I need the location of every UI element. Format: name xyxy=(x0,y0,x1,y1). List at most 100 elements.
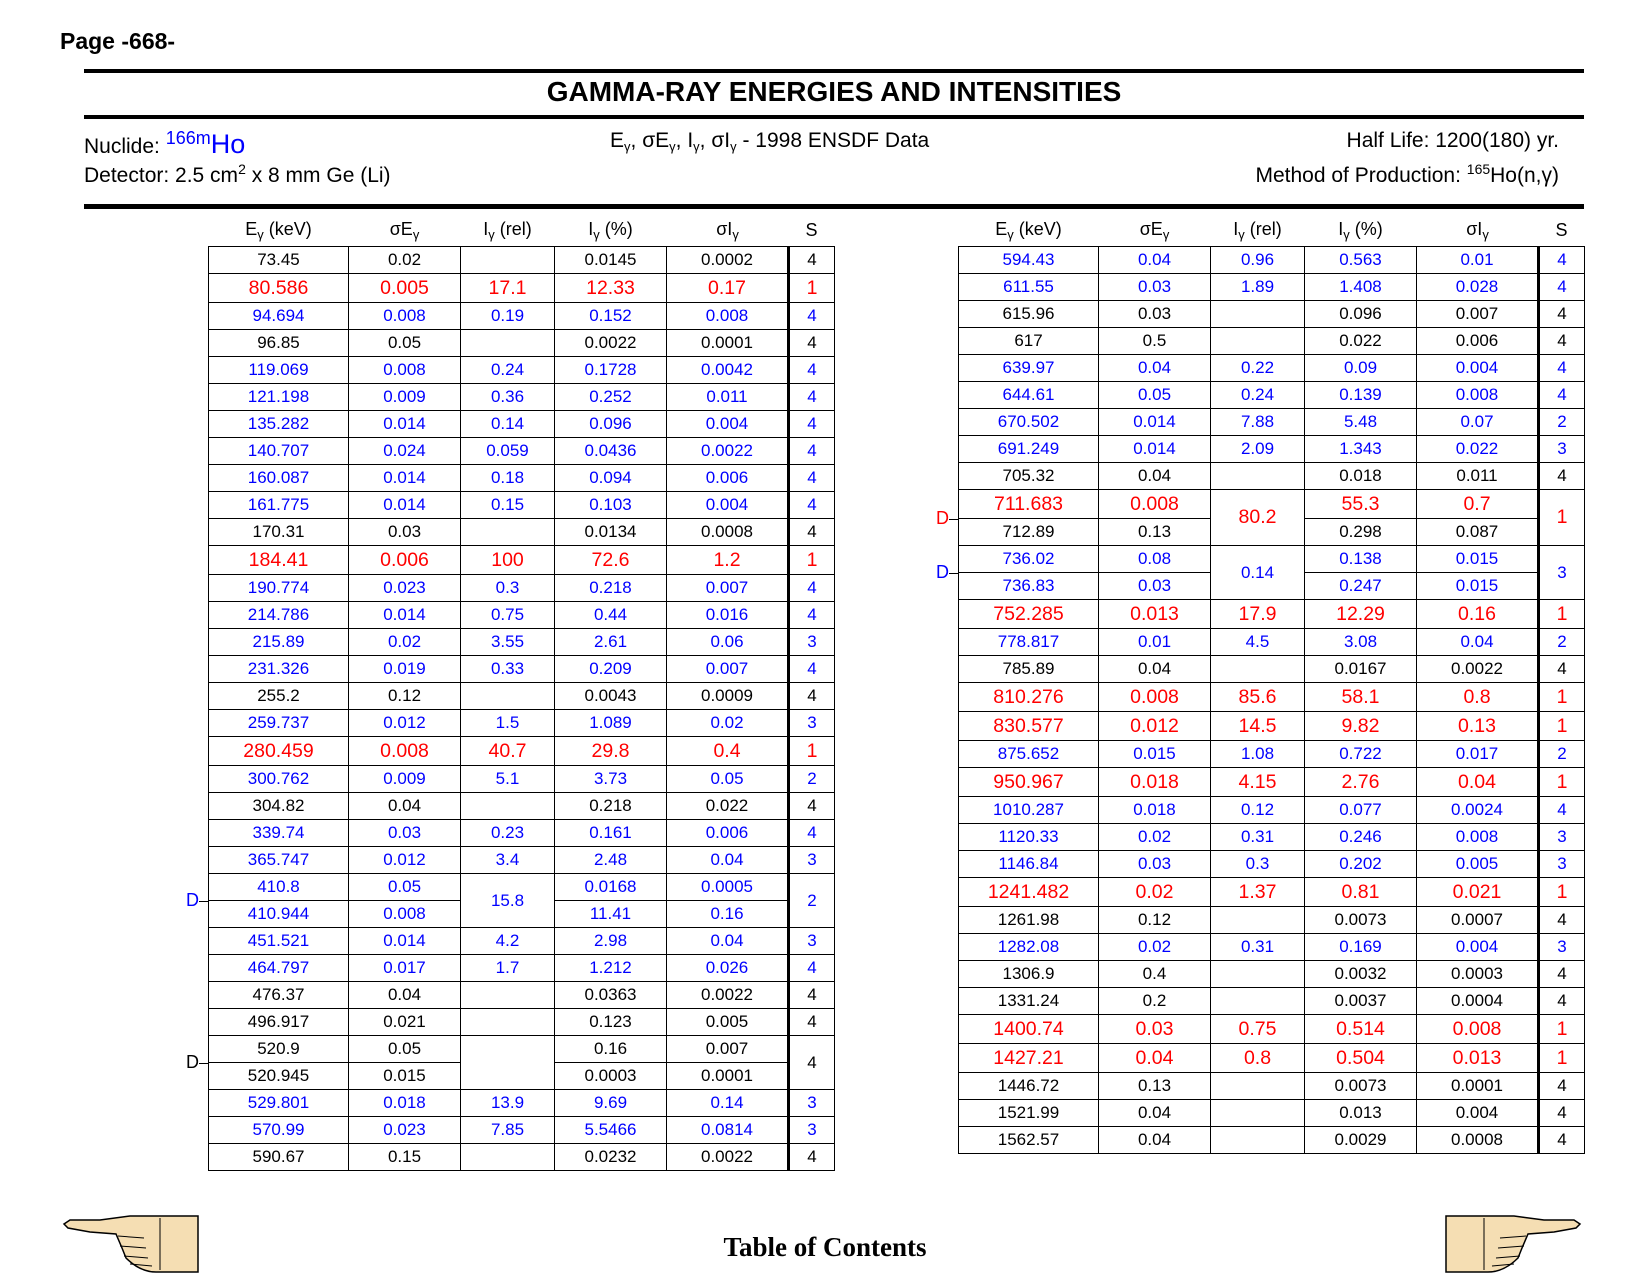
sigma-intensity-cell: 0.0003 xyxy=(1416,960,1539,988)
doublet-marker: D xyxy=(186,890,199,910)
sigma-intensity-cell: 0.015 xyxy=(1416,572,1539,600)
sigma-intensity-cell: 0.0008 xyxy=(1416,1126,1539,1154)
intensity-rel-cell xyxy=(1210,1072,1305,1100)
sigma-intensity-cell: 1.2 xyxy=(666,545,789,575)
top-rule xyxy=(84,69,1584,73)
intensity-rel-cell: 0.3 xyxy=(1210,850,1305,878)
sigma-intensity-cell: 0.021 xyxy=(1416,877,1539,907)
s-cell: 1 xyxy=(1537,1014,1585,1044)
intensity-pct-cell: 0.096 xyxy=(554,410,667,438)
table-row: 639.97 0.04 0.22 0.09 0.004 4 xyxy=(958,354,1585,382)
sigma-energy-cell: 0.015 xyxy=(1098,740,1211,768)
s-cell: 2 xyxy=(1537,408,1585,436)
energy-cell: 184.41 xyxy=(208,545,349,575)
table-row: 476.37 0.04 0.0363 0.0022 4 xyxy=(208,981,835,1009)
s-cell: 4 xyxy=(787,356,835,384)
sigma-intensity-cell: 0.05 xyxy=(666,765,789,793)
energy-cell: 736.83 xyxy=(958,572,1099,600)
intensity-pct-cell: 0.0073 xyxy=(1304,1072,1417,1100)
sigma-energy-cell: 0.023 xyxy=(348,1116,461,1144)
sigma-intensity-cell: 0.0004 xyxy=(1416,987,1539,1015)
intensity-rel-cell xyxy=(460,682,555,710)
col-intensity-pct: Iγ (%) xyxy=(588,218,633,242)
s-cell: 4 xyxy=(787,792,835,820)
energy-cell: 161.775 xyxy=(208,491,349,519)
col-sigma-intensity: σIγ xyxy=(1466,218,1489,242)
doublet-connector xyxy=(199,901,208,902)
intensity-pct-cell: 2.98 xyxy=(554,927,667,955)
sigma-energy-cell: 0.05 xyxy=(1098,381,1211,409)
next-page-pointing-hand-icon[interactable] xyxy=(1444,1208,1584,1280)
s-cell: 2 xyxy=(1537,740,1585,768)
table-row: 1120.33 0.02 0.31 0.246 0.008 3 xyxy=(958,823,1585,851)
s-cell: 1 xyxy=(1537,767,1585,797)
sigma-intensity-cell: 0.7 xyxy=(1416,489,1539,519)
sigma-energy-cell: 0.02 xyxy=(348,628,461,656)
table-row: 594.43 0.04 0.96 0.563 0.01 4 xyxy=(958,246,1585,274)
intensity-pct-cell: 0.218 xyxy=(554,792,667,820)
table-row: 410.944 0.008 11.41 0.16 xyxy=(208,900,835,928)
intensity-rel-cell xyxy=(460,981,555,1009)
s-cell: 4 xyxy=(1537,354,1585,382)
sigma-energy-cell: 0.008 xyxy=(348,356,461,384)
previous-page-pointing-hand-icon[interactable] xyxy=(60,1208,200,1280)
intensity-pct-cell: 0.0022 xyxy=(554,329,667,357)
s-cell: 3 xyxy=(787,1089,835,1117)
table-row: 1282.08 0.02 0.31 0.169 0.004 3 xyxy=(958,933,1585,961)
table-row: 1241.482 0.02 1.37 0.81 0.021 1 xyxy=(958,877,1585,907)
sigma-intensity-cell: 0.013 xyxy=(1416,1043,1539,1073)
intensity-rel-cell: 7.88 xyxy=(1210,408,1305,436)
sigma-intensity-cell: 0.022 xyxy=(666,792,789,820)
intensity-rel-cell xyxy=(460,1008,555,1036)
energy-cell: 950.967 xyxy=(958,767,1099,797)
table-of-contents-link[interactable]: Table of Contents xyxy=(723,1232,927,1262)
sigma-energy-cell: 0.009 xyxy=(348,383,461,411)
intensity-rel-cell: 1.37 xyxy=(1210,877,1305,907)
intensity-rel-cell: 100 xyxy=(460,545,555,575)
sigma-intensity-cell: 0.4 xyxy=(666,736,789,766)
energy-cell: 1261.98 xyxy=(958,906,1099,934)
table-row: 712.89 0.13 0.298 0.087 xyxy=(958,518,1585,546)
sigma-energy-cell: 0.04 xyxy=(348,981,461,1009)
nuclide-line: Nuclide: 166mHo xyxy=(84,128,245,160)
table-row: 830.577 0.012 14.5 9.82 0.13 1 xyxy=(958,711,1585,741)
sigma-energy-cell: 0.04 xyxy=(1098,1043,1211,1073)
table-row: 752.285 0.013 17.9 12.29 0.16 1 xyxy=(958,599,1585,629)
intensity-pct-cell: 0.0073 xyxy=(1304,906,1417,934)
intensity-rel-cell xyxy=(1210,655,1305,683)
table-row: 778.817 0.01 4.5 3.08 0.04 2 xyxy=(958,628,1585,656)
intensity-pct-cell: 0.209 xyxy=(554,655,667,683)
intensity-pct-cell: 0.218 xyxy=(554,574,667,602)
s-cell: 4 xyxy=(787,954,835,982)
sigma-energy-cell: 0.013 xyxy=(1098,599,1211,629)
sigma-energy-cell: 0.008 xyxy=(348,736,461,766)
intensity-rel-cell xyxy=(1210,1099,1305,1127)
sigma-intensity-cell: 0.0008 xyxy=(666,518,789,546)
doublet-marker: D xyxy=(936,562,949,582)
sigma-energy-cell: 0.014 xyxy=(348,464,461,492)
nuclide-value: 166mHo xyxy=(166,128,246,159)
sigma-intensity-cell: 0.14 xyxy=(666,1089,789,1117)
doublet-connector xyxy=(199,1063,208,1064)
s-cell: 4 xyxy=(787,1035,835,1090)
table-row: 644.61 0.05 0.24 0.139 0.008 4 xyxy=(958,381,1585,409)
intensity-rel-cell xyxy=(460,1143,555,1171)
energy-cell: 255.2 xyxy=(208,682,349,710)
s-cell: 3 xyxy=(787,1116,835,1144)
s-cell: 4 xyxy=(787,518,835,546)
energy-cell: 1400.74 xyxy=(958,1014,1099,1044)
energy-cell: 644.61 xyxy=(958,381,1099,409)
table-row: 119.069 0.008 0.24 0.1728 0.0042 4 xyxy=(208,356,835,384)
energy-cell: 1427.21 xyxy=(958,1043,1099,1073)
intensity-rel-cell: 0.75 xyxy=(460,601,555,629)
energy-cell: 810.276 xyxy=(958,682,1099,712)
s-cell: 1 xyxy=(1537,682,1585,712)
energy-cell: 670.502 xyxy=(958,408,1099,436)
intensity-rel-cell xyxy=(1210,1126,1305,1154)
intensity-rel-cell: 40.7 xyxy=(460,736,555,766)
intensity-pct-cell: 0.0029 xyxy=(1304,1126,1417,1154)
sigma-energy-cell: 0.03 xyxy=(1098,850,1211,878)
source-si: σI xyxy=(711,129,731,152)
table-row: 280.459 0.008 40.7 29.8 0.4 1 xyxy=(208,736,835,766)
table-row: 711.683 0.008 80.2 55.3 0.7 1 xyxy=(958,489,1585,546)
